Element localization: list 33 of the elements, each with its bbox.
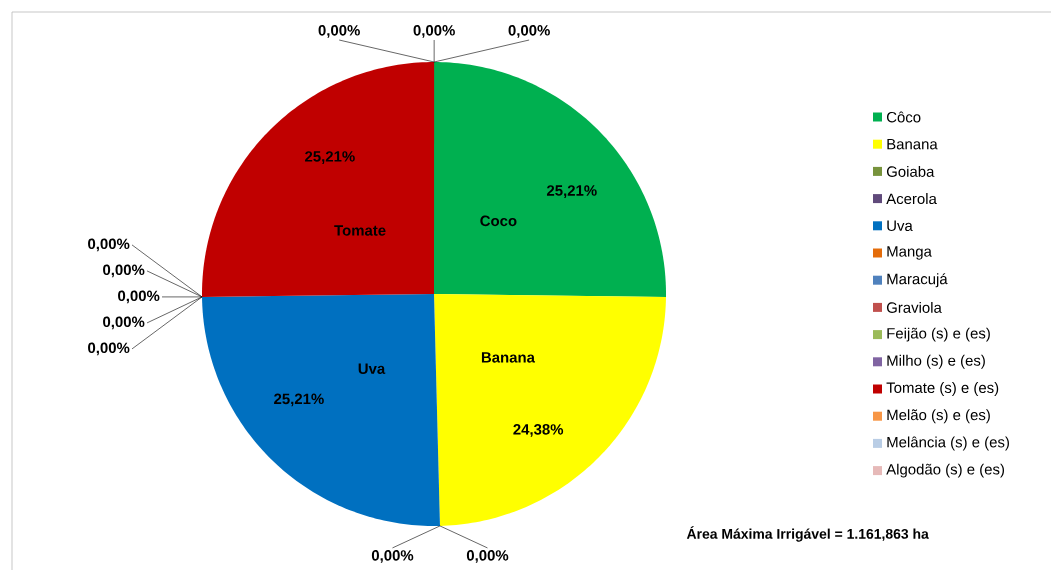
legend-label: Melância (s) e (es): [887, 436, 1009, 451]
legend-label: Côco: [886, 111, 921, 123]
text: Coco: [480, 215, 517, 227]
text: Área Máxima Irrigável = 1.161,863 ha: [686, 526, 929, 542]
text: 0,00%: [103, 264, 145, 278]
legend-label: Algodão (s) e (es): [886, 463, 1005, 478]
legend-label: Milho (s) e (es): [887, 354, 985, 369]
text: 0,00%: [103, 316, 145, 330]
legend-label: Graviola: [886, 301, 942, 313]
legend-label: Uva: [887, 220, 913, 232]
text: 0,00%: [318, 25, 360, 38]
data-label: 25,21%: [305, 151, 355, 164]
text: 0,00%: [508, 25, 550, 38]
text: 0,00%: [88, 238, 130, 252]
legend-label: Manga: [887, 246, 932, 260]
legend-label: Melão (s) e (es): [887, 409, 990, 424]
text: Banana: [481, 352, 536, 363]
text: 0,00%: [371, 550, 414, 563]
data-label: 25,21%: [274, 393, 324, 407]
text: Uva: [358, 363, 386, 374]
text: 0,00%: [118, 290, 160, 304]
legend-label: Maracujá: [887, 273, 948, 288]
data-label: 24,38%: [513, 424, 564, 437]
text: 0,00%: [413, 25, 455, 38]
legend-label: Feijão (s) e (es): [887, 327, 990, 342]
legend-label: Goiaba: [886, 165, 935, 177]
legend-label: Banana: [887, 138, 938, 150]
text: Tomate: [334, 225, 386, 236]
text: 0,00%: [466, 550, 509, 563]
data-label: 25,21%: [546, 185, 597, 198]
text: 0,00%: [88, 342, 130, 356]
legend-label: Acerola: [886, 193, 937, 205]
legend-label: Tomate (s) e (es): [886, 382, 999, 396]
